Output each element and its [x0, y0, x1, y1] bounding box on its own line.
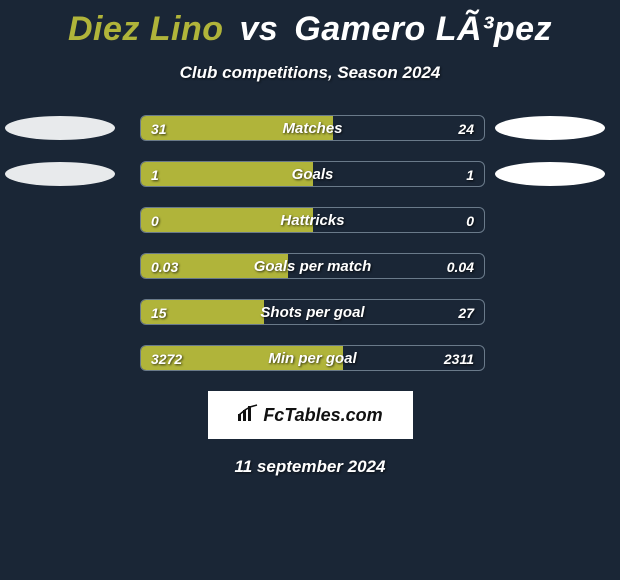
- stat-row: 0.030.04Goals per match: [0, 253, 620, 279]
- logo-text: FcTables.com: [263, 405, 382, 426]
- player1-marker: [5, 116, 115, 140]
- comparison-title: Diez Lino vs Gamero LÃ³pez: [0, 0, 620, 49]
- stat-bar: 00Hattricks: [140, 207, 485, 233]
- player1-marker: [5, 162, 115, 186]
- stat-row: 00Hattricks: [0, 207, 620, 233]
- stat-value-right: 2311: [434, 346, 484, 371]
- stat-value-right: 24: [448, 116, 484, 141]
- stat-value-right: 1: [456, 162, 484, 187]
- stat-value-right: 27: [448, 300, 484, 325]
- stat-value-left: 15: [141, 300, 177, 325]
- player2-marker: [495, 162, 605, 186]
- vs-text: vs: [240, 10, 279, 48]
- stat-value-left: 0: [141, 208, 169, 233]
- stat-value-right: 0: [456, 208, 484, 233]
- subtitle: Club competitions, Season 2024: [0, 63, 620, 83]
- stat-bar: 32722311Min per goal: [140, 345, 485, 371]
- stat-value-left: 1: [141, 162, 169, 187]
- logo-box: FcTables.com: [208, 391, 413, 439]
- stat-row: 1527Shots per goal: [0, 299, 620, 325]
- stats-container: 3124Matches11Goals00Hattricks0.030.04Goa…: [0, 115, 620, 371]
- stat-row: 11Goals: [0, 161, 620, 187]
- stat-value-left: 0.03: [141, 254, 188, 279]
- player1-name: Diez Lino: [68, 10, 224, 48]
- stat-bar: 11Goals: [140, 161, 485, 187]
- chart-icon: [237, 404, 259, 427]
- stat-value-right: 0.04: [437, 254, 484, 279]
- date-text: 11 september 2024: [0, 457, 620, 477]
- stat-bar: 3124Matches: [140, 115, 485, 141]
- player2-name: Gamero LÃ³pez: [294, 10, 552, 48]
- stat-row: 3124Matches: [0, 115, 620, 141]
- stat-bar: 1527Shots per goal: [140, 299, 485, 325]
- stat-value-left: 31: [141, 116, 177, 141]
- stat-row: 32722311Min per goal: [0, 345, 620, 371]
- stat-value-left: 3272: [141, 346, 192, 371]
- player2-marker: [495, 116, 605, 140]
- stat-bar: 0.030.04Goals per match: [140, 253, 485, 279]
